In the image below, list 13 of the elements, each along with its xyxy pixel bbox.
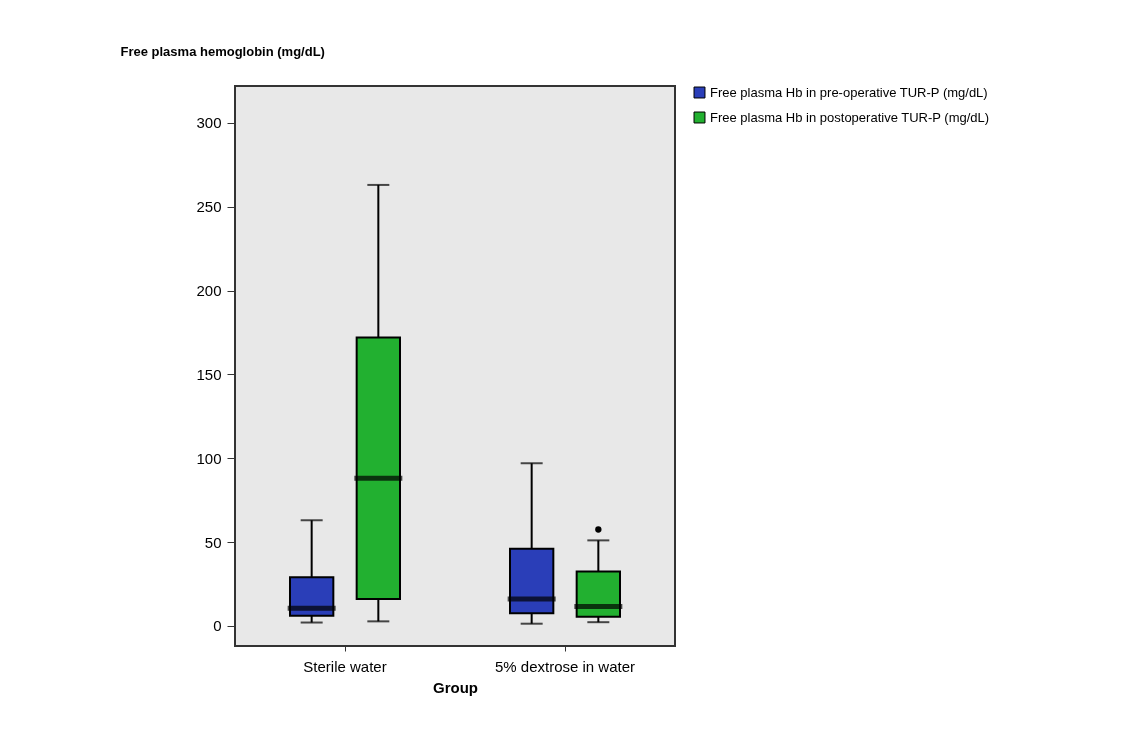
x-tick-label: Sterile water	[303, 657, 387, 675]
x-axis-title: Group	[433, 678, 478, 696]
y-tick-label: 50	[204, 533, 222, 551]
legend-label: Free plasma Hb in postoperative TUR-P (mg/dL)	[710, 109, 990, 125]
y-tick-label: 200	[196, 282, 222, 300]
legend-label: Free plasma Hb in pre-operative TUR-P (mg/dL)	[710, 84, 988, 100]
y-tick-label: 250	[196, 198, 222, 216]
y-axis-title: Free plasma hemoglobin (mg/dL)	[120, 43, 325, 59]
x-tick-label: 5% dextrose in water	[494, 657, 636, 675]
y-tick-label: 0	[213, 617, 222, 635]
y-tick-label: 100	[196, 449, 222, 467]
y-tick-label: 300	[196, 114, 222, 132]
y-tick-label: 150	[196, 365, 222, 383]
